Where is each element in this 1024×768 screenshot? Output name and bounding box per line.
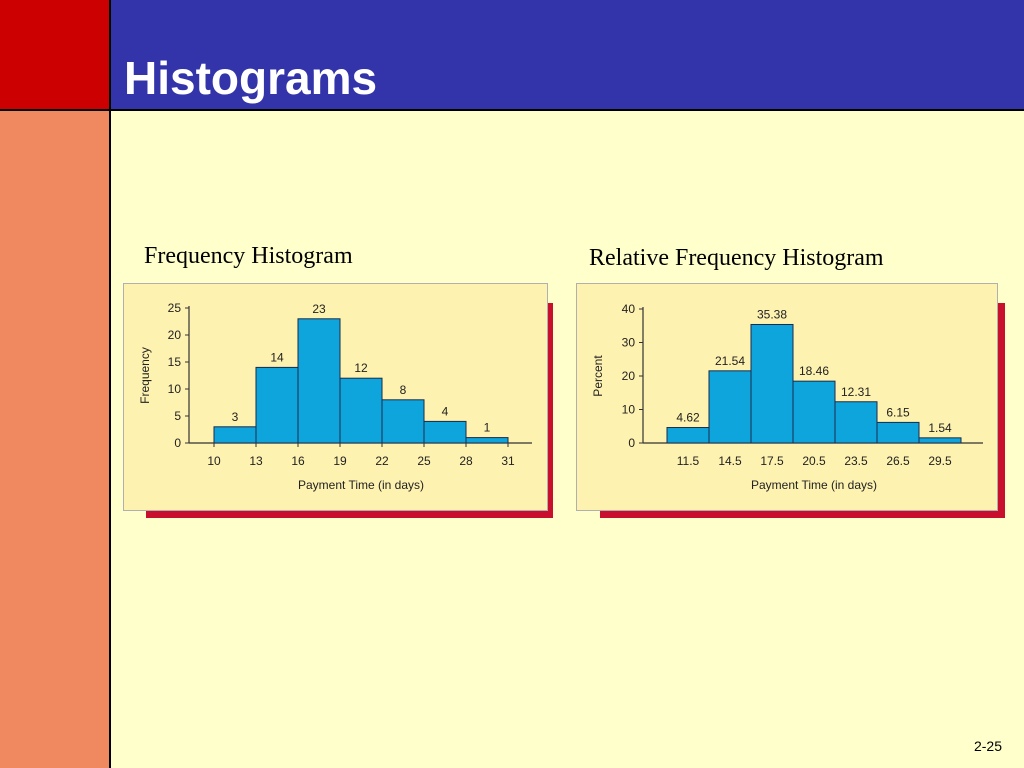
- freq-bar: [255, 366, 299, 444]
- relfreq-data-label: 35.38: [757, 307, 787, 321]
- freq-bar: [297, 318, 341, 444]
- relfreq-bar: [918, 437, 962, 444]
- freq-y-tick-label: 25: [168, 301, 182, 315]
- freq-bar: [423, 420, 467, 444]
- freq-x-tick-label: 25: [417, 454, 431, 468]
- freq-x-tick-label: 22: [375, 454, 389, 468]
- relfreq-data-label: 1.54: [928, 421, 952, 435]
- freq-data-label: 8: [400, 383, 407, 397]
- relfreq-x-tick-label: 14.5: [718, 454, 742, 468]
- right-chart-caption: Relative Frequency Histogram: [589, 245, 884, 271]
- relfreq-data-label: 18.46: [799, 364, 829, 378]
- relfreq-x-tick-label: 11.5: [677, 454, 700, 468]
- relfreq-data-label: 21.54: [715, 354, 745, 368]
- freq-x-tick-label: 19: [333, 454, 347, 468]
- freq-data-label: 1: [484, 421, 491, 435]
- freq-data-label: 4: [442, 404, 449, 418]
- relfreq-y-tick-label: 10: [622, 403, 636, 417]
- slide-title: Histograms: [124, 52, 378, 104]
- page-number: 2-25: [973, 738, 1002, 754]
- relfreq-y-tick-label: 30: [622, 336, 636, 350]
- right-chart-panel: 0 10 20 30 40 4.62 21.54 35.38 18.46 12.31 6.15 1.5…: [576, 283, 998, 511]
- freq-y-axis-label: Frequency: [138, 347, 152, 404]
- freq-bar: [465, 437, 509, 444]
- freq-y-tick-label: 5: [174, 409, 181, 423]
- freq-x-tick-label: 13: [249, 454, 263, 468]
- relfreq-y-tick-label: 40: [622, 302, 636, 316]
- relfreq-y-tick-label: 0: [628, 436, 635, 450]
- relfreq-x-axis-label: Payment Time (in days): [751, 478, 877, 492]
- corner-block: [0, 0, 111, 111]
- relfreq-x-tick-label: 26.5: [886, 454, 910, 468]
- relfreq-x-tick-label: 23.5: [844, 454, 868, 468]
- freq-x-tick-label: 16: [291, 454, 305, 468]
- relfreq-bar: [792, 380, 836, 444]
- relfreq-bar: [834, 401, 878, 444]
- relative-frequency-histogram: 0 10 20 30 40 4.62 21.54 35.38 18.46 12.31 6.15 1.5…: [591, 302, 983, 492]
- freq-bar: [339, 377, 383, 444]
- relfreq-x-tick-label: 20.5: [802, 454, 826, 468]
- left-chart-panel: 0 5 10 15 20 25 3 14 23 12 8 4 1 10 13 16 19 22 25 28 31 Paym…: [123, 283, 548, 511]
- relfreq-data-label: 12.31: [841, 385, 871, 399]
- freq-y-tick-label: 10: [168, 382, 182, 396]
- relfreq-bar: [876, 421, 920, 444]
- freq-y-tick-label: 0: [174, 436, 181, 450]
- freq-x-tick-label: 31: [501, 454, 515, 468]
- relfreq-data-label: 6.15: [886, 405, 910, 419]
- freq-x-axis-label: Payment Time (in days): [298, 478, 424, 492]
- relfreq-bar: [666, 427, 710, 444]
- relfreq-y-tick-label: 20: [622, 369, 636, 383]
- freq-data-label: 23: [312, 302, 326, 316]
- freq-bar: [381, 399, 425, 444]
- freq-x-tick-label: 28: [459, 454, 473, 468]
- relfreq-bar: [708, 370, 752, 444]
- relfreq-bar: [750, 323, 794, 444]
- sidebar: [0, 111, 111, 768]
- freq-data-label: 3: [232, 410, 239, 424]
- freq-y-tick-label: 20: [168, 328, 182, 342]
- relfreq-y-axis-label: Percent: [591, 355, 605, 397]
- freq-x-tick-label: 10: [207, 454, 221, 468]
- freq-data-label: 12: [354, 361, 368, 375]
- freq-y-tick-label: 15: [168, 355, 182, 369]
- title-bar: [111, 0, 1024, 111]
- left-chart-caption: Frequency Histogram: [144, 243, 353, 269]
- relfreq-x-tick-label: 17.5: [760, 454, 784, 468]
- relfreq-x-tick-label: 29.5: [928, 454, 952, 468]
- freq-data-label: 14: [270, 350, 284, 364]
- frequency-histogram: 0 5 10 15 20 25 3 14 23 12 8 4 1 10 13 16 19 22 25 28 31 Paym…: [138, 301, 532, 492]
- freq-bar: [213, 426, 257, 444]
- relfreq-data-label: 4.62: [676, 411, 700, 425]
